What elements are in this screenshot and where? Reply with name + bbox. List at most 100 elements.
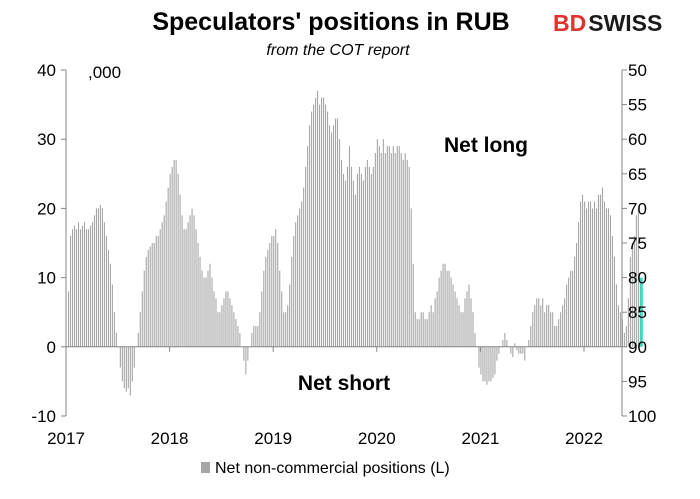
bar [362, 180, 364, 347]
bar [175, 159, 177, 347]
bar [506, 339, 508, 347]
legend-label: Net non-commercial positions (L) [215, 460, 450, 477]
bar [311, 111, 313, 347]
bar [424, 319, 426, 347]
y-right-tick-label: 75 [628, 234, 647, 253]
bar [143, 270, 145, 347]
y-right-tick-label: 90 [628, 338, 647, 357]
bar [438, 277, 440, 347]
bar [183, 229, 185, 347]
bar [307, 146, 309, 347]
bar [510, 346, 512, 354]
bar [591, 208, 594, 347]
bar [157, 236, 159, 347]
bar [578, 222, 580, 347]
bar [115, 332, 117, 347]
x-tick-label: 2022 [565, 429, 603, 448]
bar [289, 284, 291, 347]
bar [366, 159, 368, 347]
y-right-tick-label: 95 [628, 372, 647, 391]
bar [498, 346, 500, 354]
bar [619, 312, 621, 347]
bar [470, 298, 472, 347]
bar [631, 243, 633, 347]
bar [137, 332, 139, 347]
bar [388, 146, 390, 347]
bar [167, 187, 169, 347]
bar [603, 201, 606, 347]
bar [396, 146, 398, 347]
bar [219, 312, 221, 347]
bar [552, 312, 554, 347]
bar [125, 346, 127, 392]
bar [105, 236, 107, 347]
bar [211, 277, 213, 347]
bar [301, 201, 303, 347]
bar [564, 298, 566, 347]
bar [73, 225, 76, 347]
y-right-tick-label: 85 [628, 303, 647, 322]
bar [223, 298, 225, 347]
bar [354, 194, 356, 347]
bar [149, 246, 151, 347]
bar [141, 291, 143, 347]
bar [344, 180, 347, 347]
bar [305, 166, 307, 347]
y-right-tick-label: 100 [628, 407, 656, 426]
bar [181, 215, 183, 347]
bar [75, 229, 78, 347]
bar [432, 312, 434, 347]
bar [107, 249, 109, 347]
bar [518, 346, 520, 354]
bar [444, 263, 446, 347]
bar [542, 298, 544, 347]
bar [492, 346, 494, 378]
bar [436, 291, 438, 347]
bar [199, 256, 201, 347]
bar [390, 153, 392, 347]
bar [215, 298, 217, 347]
bar [576, 243, 578, 347]
bar [267, 249, 269, 347]
bar [101, 208, 103, 347]
bar [360, 173, 362, 347]
bar [330, 132, 333, 347]
bar [133, 346, 135, 368]
bar [233, 312, 235, 347]
bar [99, 204, 101, 347]
bar [466, 291, 468, 347]
bar [281, 291, 283, 347]
bar [251, 332, 253, 347]
bar [295, 222, 297, 347]
x-tick-label: 2018 [151, 429, 189, 448]
bar [195, 229, 197, 347]
bar [486, 346, 488, 385]
bar [615, 284, 617, 347]
bar [430, 305, 432, 347]
legend: Net non-commercial positions (L) [201, 460, 450, 477]
bar [340, 159, 343, 347]
bar [247, 346, 249, 361]
bar [442, 263, 444, 347]
bar [582, 194, 584, 347]
bar [416, 319, 418, 347]
bar [418, 319, 420, 347]
bar [617, 305, 619, 347]
bar [368, 166, 370, 347]
bar [189, 215, 191, 347]
bar [346, 166, 349, 347]
svg-text:BDSWISS: BDSWISS [553, 10, 662, 36]
y-left-tick-label: -10 [31, 407, 56, 426]
bar [225, 291, 227, 347]
bar [516, 346, 518, 351]
bar [410, 208, 412, 347]
bar [512, 346, 514, 358]
bar [332, 125, 335, 347]
bar [209, 263, 211, 347]
bar [299, 208, 301, 347]
bar [400, 153, 402, 347]
bar [370, 173, 372, 347]
bar [151, 243, 153, 347]
bar [464, 298, 466, 347]
bar [323, 97, 325, 347]
